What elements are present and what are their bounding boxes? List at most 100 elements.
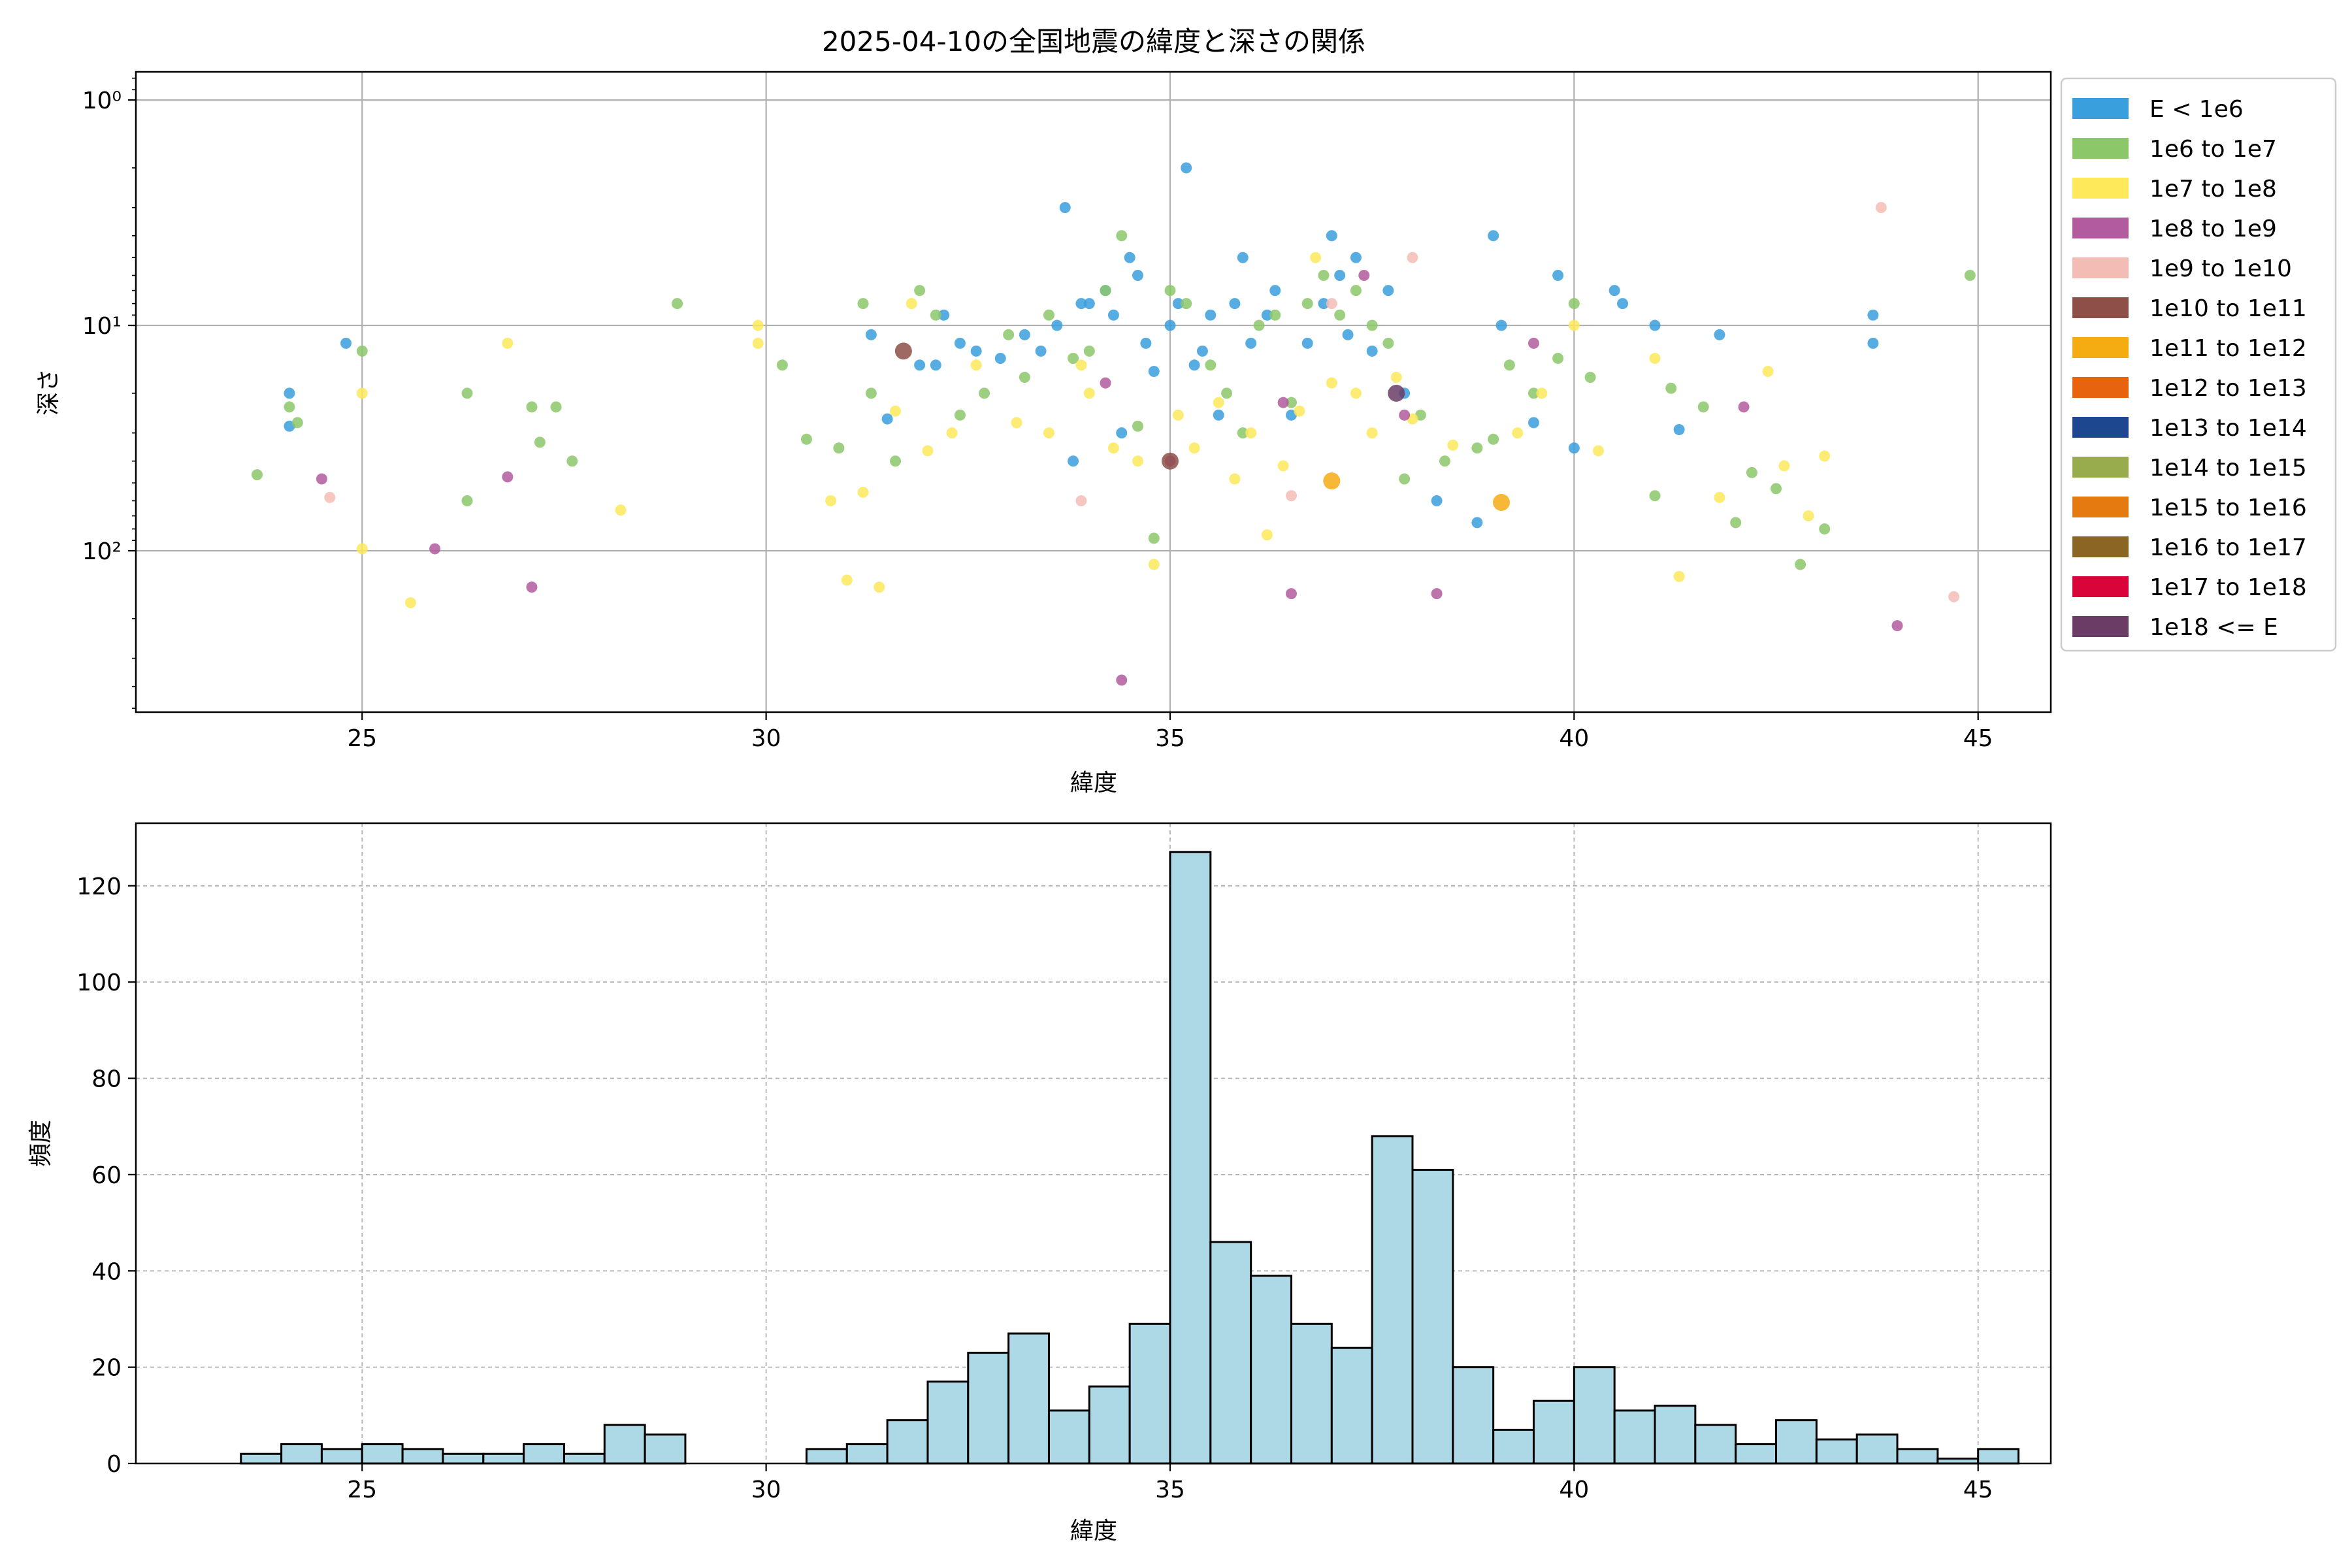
histogram-bar (563, 1452, 606, 1465)
scatter-point (1536, 387, 1548, 399)
scatter-point (922, 445, 934, 457)
scatter-point (970, 345, 982, 357)
scatter-point (1471, 442, 1483, 454)
scatter-point (1068, 455, 1079, 467)
histogram-bar (1815, 1438, 1858, 1465)
legend-label: 1e16 to 1e17 (2149, 534, 2307, 561)
histogram-bar (482, 1452, 525, 1465)
scatter-point (890, 455, 902, 467)
legend-swatch (2072, 98, 2129, 119)
legend-swatch (2072, 337, 2129, 358)
legend-swatch (2072, 377, 2129, 398)
scatter-point (502, 337, 514, 349)
scatter-point (1697, 401, 1709, 413)
histogram-bar (1371, 1135, 1414, 1465)
scatter-point (1068, 352, 1079, 364)
scatter-point (1819, 450, 1831, 462)
scatter-point (1253, 319, 1265, 331)
scatter-point (1366, 427, 1378, 439)
scatter-point (1867, 309, 1879, 321)
histogram-bar (1330, 1347, 1373, 1465)
scatter-point (1512, 427, 1524, 439)
scatter-point (356, 345, 368, 357)
scatter-point (800, 433, 812, 445)
histogram-y-tick-label: 0 (106, 1451, 122, 1478)
scatter-point (1301, 298, 1313, 310)
scatter-point (1584, 372, 1596, 384)
histogram-x-tick-label: 35 (1155, 1477, 1185, 1503)
scatter-point (1100, 377, 1111, 389)
histogram-bar (1007, 1332, 1050, 1465)
scatter-point (1140, 337, 1152, 349)
scatter-point (1083, 387, 1095, 399)
scatter-point (1229, 473, 1241, 485)
scatter-point (857, 486, 869, 498)
scatter-point (1948, 591, 1960, 602)
scatter-point (914, 285, 926, 297)
legend-label: 1e12 to 1e13 (2149, 375, 2307, 402)
histogram-x-tick-label: 40 (1559, 1477, 1589, 1503)
scatter-point (1318, 270, 1330, 282)
histogram-bar (523, 1443, 565, 1465)
legend-label: 1e6 to 1e7 (2149, 136, 2277, 163)
scatter-point (1388, 384, 1405, 402)
scatter-x-tick-label: 40 (1559, 725, 1589, 752)
scatter-point (1116, 230, 1128, 242)
histogram-bar (845, 1443, 889, 1465)
scatter-y-tick-label: 10¹ (82, 313, 122, 340)
scatter-point (1294, 405, 1305, 417)
histogram-bar (1896, 1448, 1939, 1465)
scatter-point (1221, 387, 1233, 399)
histogram-bar (886, 1419, 929, 1465)
scatter-grid (136, 72, 2051, 712)
scatter-point (1269, 285, 1281, 297)
scatter-point (1552, 352, 1564, 364)
histogram-bar (1250, 1275, 1292, 1465)
legend-swatch (2072, 417, 2129, 438)
scatter-point (1399, 473, 1411, 485)
scatter-point (534, 436, 546, 448)
histogram-bar (1290, 1322, 1333, 1465)
scatter-point (1318, 298, 1330, 310)
histogram-y-tick-label: 80 (91, 1066, 122, 1093)
scatter-point (1164, 319, 1176, 331)
scatter-point (1188, 359, 1200, 371)
scatter-points (252, 162, 1976, 686)
legend-swatch (2072, 536, 2129, 557)
scatter-point (1245, 427, 1257, 439)
scatter-x-axis-label: 緯度 (1070, 770, 1117, 796)
scatter-point (1350, 387, 1362, 399)
legend-label: 1e7 to 1e8 (2149, 176, 2277, 203)
legend-swatch (2072, 497, 2129, 517)
scatter-point (1229, 298, 1241, 310)
scatter-point (1035, 345, 1047, 357)
histogram-x-tick-label: 45 (1963, 1477, 1993, 1503)
scatter-point (1132, 420, 1144, 432)
scatter-point (1277, 460, 1289, 472)
scatter-point (1213, 409, 1224, 421)
scatter-point (1326, 230, 1337, 242)
histogram-y-axis-label: 頻度 (27, 1120, 54, 1167)
legend-swatch (2072, 178, 2129, 199)
histogram-y-tick-label: 60 (91, 1162, 122, 1189)
scatter-point (1649, 352, 1661, 364)
scatter-point (1116, 427, 1128, 439)
histogram-x-axis-label: 緯度 (1070, 1518, 1117, 1544)
scatter-legend: E < 1e6 1e6 to 1e7 1e7 to 1e8 1e8 to 1e9 1e9… (2060, 77, 2337, 652)
legend-label: 1e9 to 1e10 (2149, 255, 2292, 282)
scatter-point (1673, 570, 1685, 582)
scatter-point (1205, 309, 1217, 321)
scatter-x-tick-label: 45 (1963, 725, 1993, 752)
scatter-point (1649, 490, 1661, 502)
scatter-axes-frame (135, 71, 2052, 713)
scatter-point (1762, 365, 1774, 377)
histogram-bar (1209, 1241, 1252, 1465)
legend-swatch (2072, 457, 2129, 478)
scatter-point (1213, 397, 1224, 408)
scatter-point (1503, 359, 1515, 371)
scatter-point (1350, 285, 1362, 297)
scatter-point (1891, 620, 1903, 632)
histogram-x-ticks: 25 30 35 40 45 (347, 1463, 1993, 1503)
scatter-point (946, 427, 958, 439)
